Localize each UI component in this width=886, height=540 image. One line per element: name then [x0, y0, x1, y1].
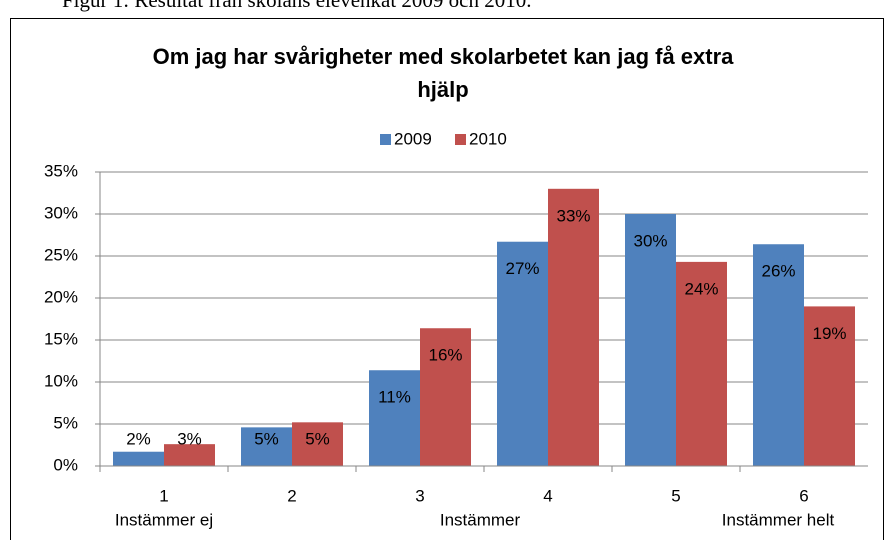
bar [753, 244, 804, 466]
chart-frame [10, 18, 884, 540]
data-label: 11% [378, 388, 411, 407]
data-label: 2% [126, 429, 151, 448]
y-tick-label: 25% [44, 245, 78, 264]
x-tick-label: 3 [415, 486, 424, 505]
data-label: 16% [428, 346, 462, 365]
x-tick-label: 1 [159, 486, 168, 505]
data-label: 33% [556, 206, 590, 225]
caption: Figur 1: Resultat från skolans elevenkät… [62, 0, 532, 12]
data-label: 26% [761, 262, 795, 281]
y-tick-label: 10% [44, 371, 78, 390]
y-tick-label: 30% [44, 203, 78, 222]
bar [369, 370, 420, 466]
y-tick-label: 15% [44, 329, 78, 348]
y-tick-label: 0% [53, 455, 78, 474]
chart-title: Om jag har svårigheter med skolarbetet k… [152, 44, 734, 102]
scale-label: Instämmer ej [115, 510, 213, 529]
data-label: 19% [812, 324, 846, 343]
scale-label: Instämmer helt [722, 510, 835, 529]
legend-label: 2010 [469, 129, 507, 148]
scale-label: Instämmer [440, 510, 521, 529]
y-tick-label: 20% [44, 287, 78, 306]
bar [548, 188, 599, 467]
bar [497, 241, 548, 466]
legend-label: 2009 [394, 129, 432, 148]
y-tick-label: 35% [44, 161, 78, 180]
data-label: 5% [305, 429, 330, 448]
bar [420, 328, 471, 466]
bar [676, 261, 727, 466]
x-tick-label: 2 [287, 486, 296, 505]
data-label: 3% [177, 429, 202, 448]
data-label: 30% [633, 231, 667, 250]
y-tick-label: 5% [53, 413, 78, 432]
legend-swatch [455, 134, 466, 145]
legend-swatch [380, 134, 391, 145]
bar [292, 422, 343, 466]
bar [241, 427, 292, 466]
data-label: 5% [254, 429, 279, 448]
x-tick-label: 6 [799, 486, 808, 505]
x-tick-label: 4 [543, 486, 552, 505]
data-label: 27% [505, 259, 539, 278]
x-tick-label: 5 [671, 486, 680, 505]
bar [625, 214, 676, 466]
data-label: 24% [684, 279, 718, 298]
bar [804, 306, 855, 466]
bar [164, 444, 215, 466]
bar [113, 451, 164, 466]
